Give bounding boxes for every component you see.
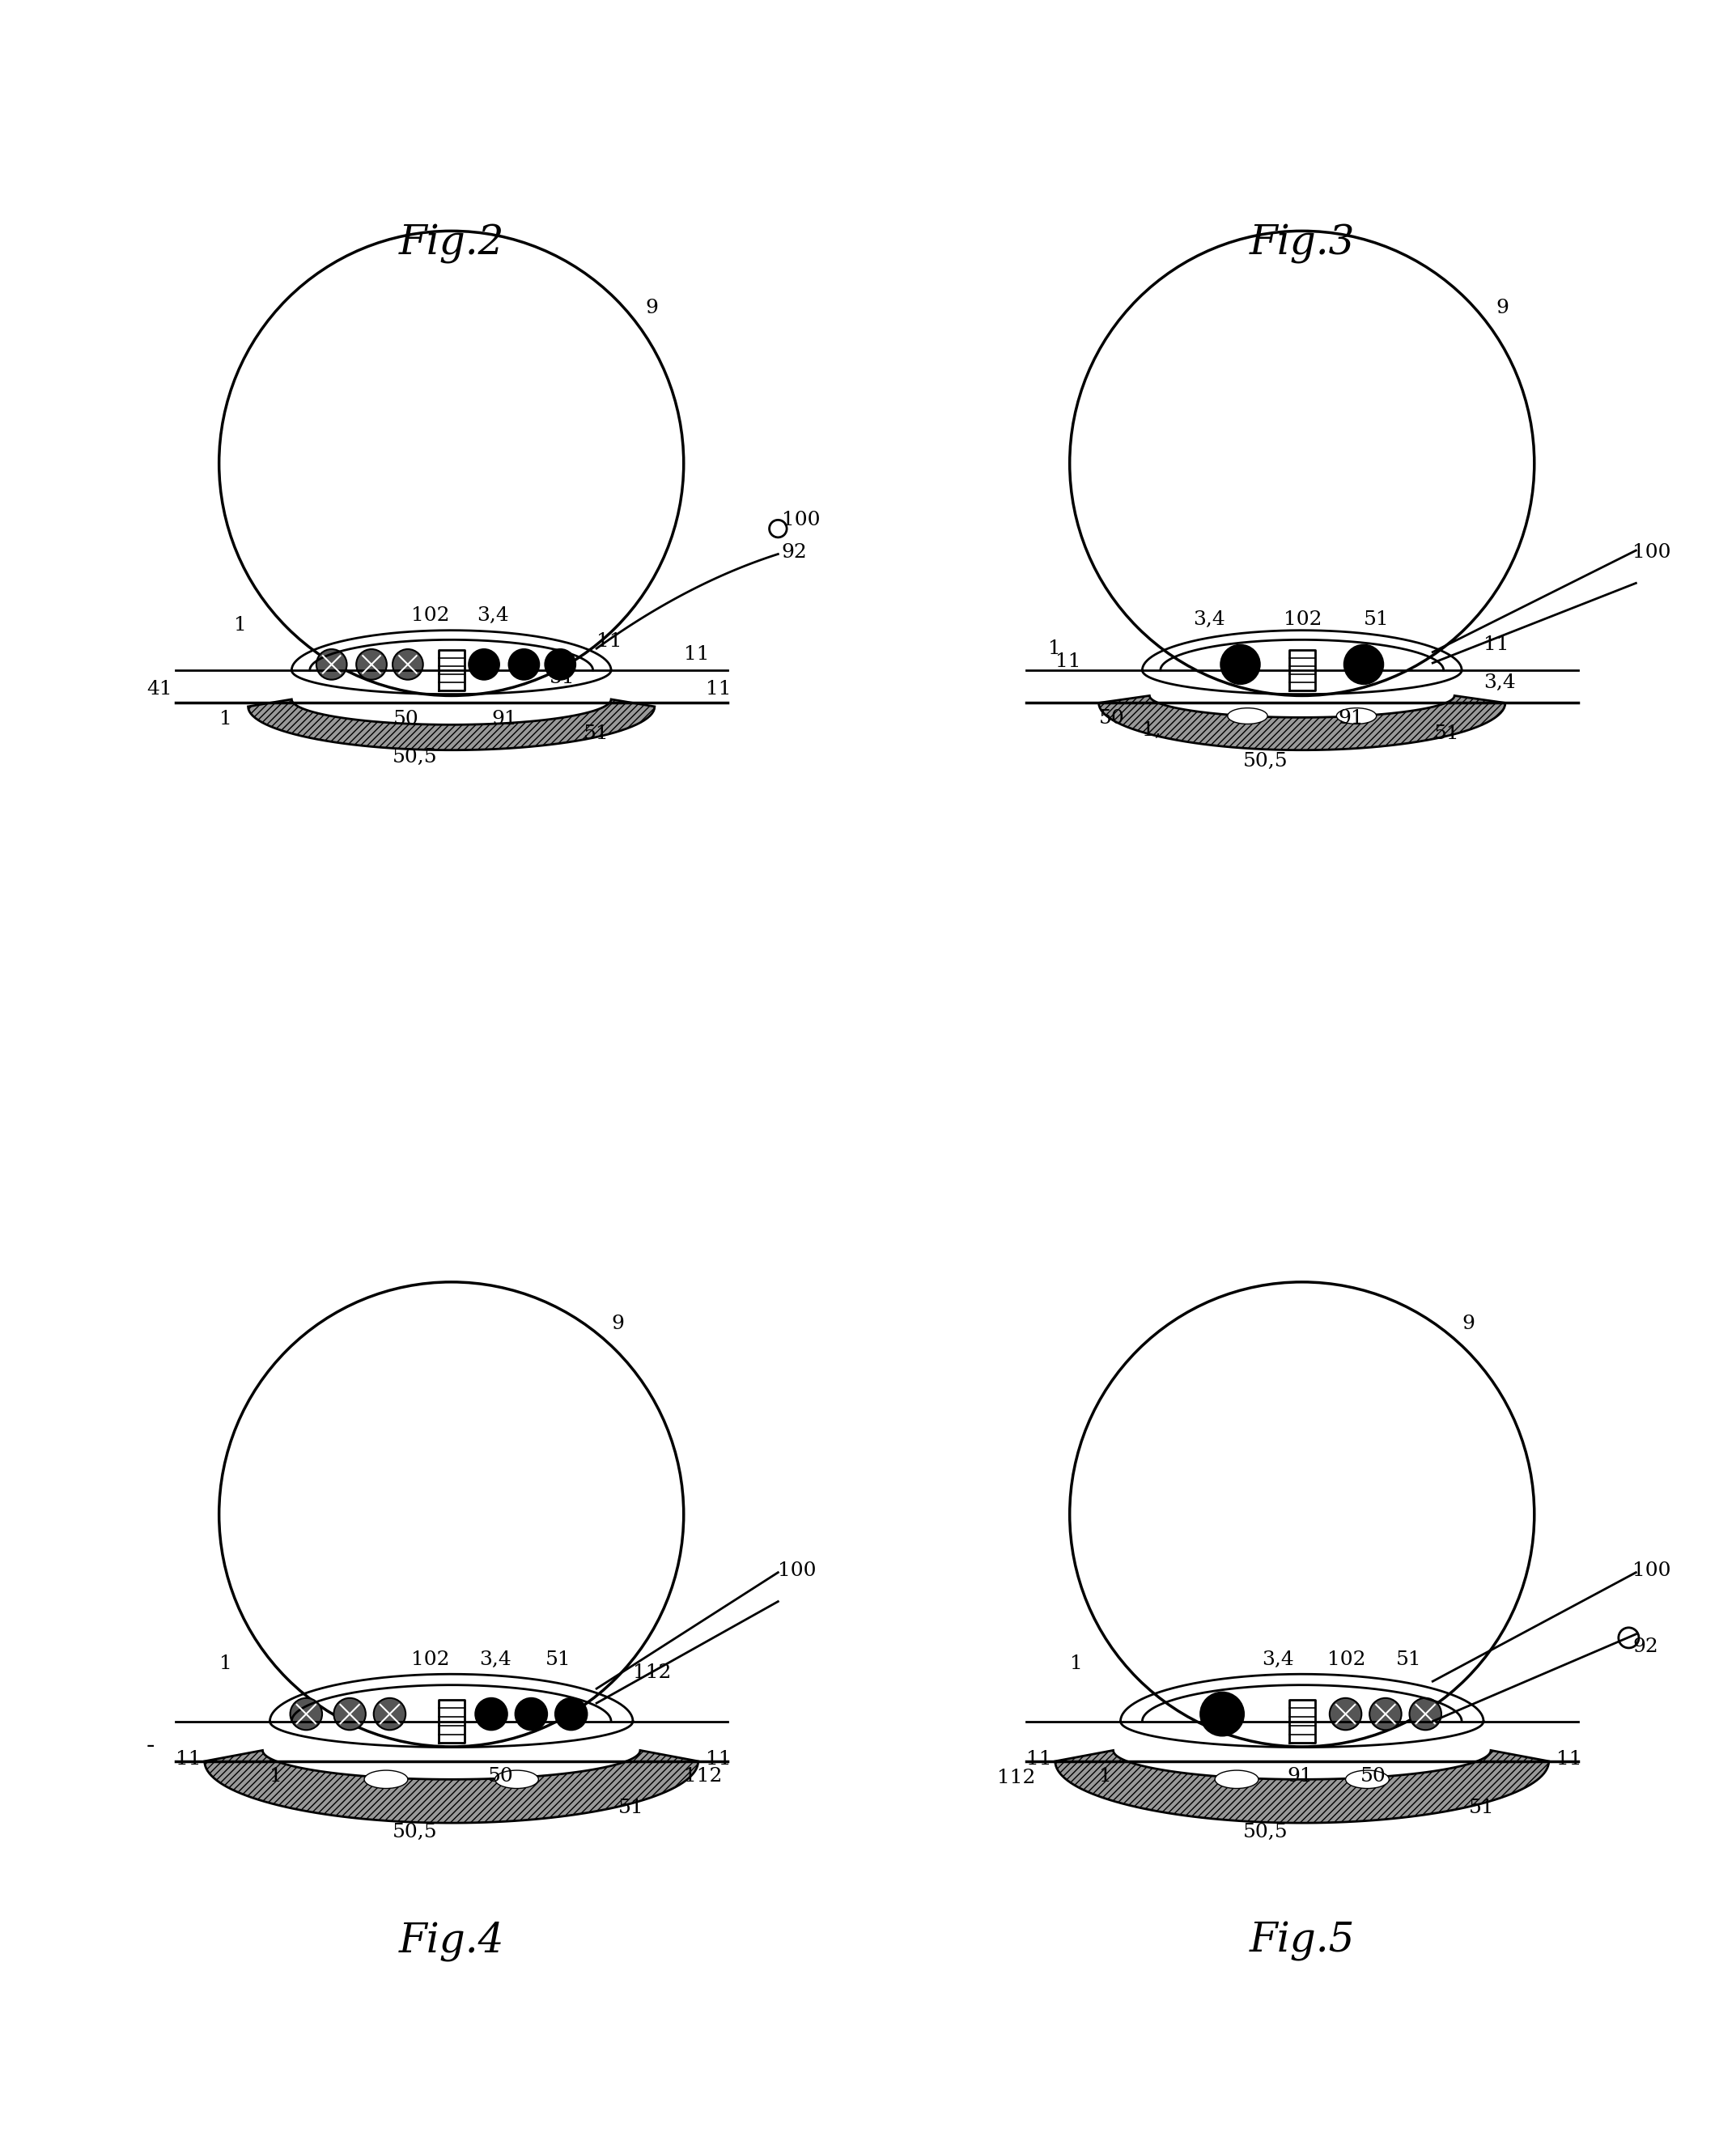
Text: 51: 51 (1364, 611, 1389, 628)
Text: 1,: 1, (1142, 721, 1161, 740)
Text: 100: 100 (1632, 543, 1670, 562)
Text: 91: 91 (1288, 1767, 1312, 1785)
Text: 50: 50 (394, 710, 418, 729)
Text: 50,5: 50,5 (1243, 753, 1288, 770)
Text: 50: 50 (1359, 1767, 1385, 1785)
Text: 1: 1 (1049, 639, 1061, 659)
Circle shape (1330, 1699, 1361, 1731)
Text: 9: 9 (1496, 298, 1509, 317)
Ellipse shape (365, 1770, 408, 1789)
Text: 1: 1 (234, 616, 247, 635)
Text: 9: 9 (611, 1315, 625, 1334)
Text: 50,5: 50,5 (392, 1823, 437, 1843)
Text: Fig.2: Fig.2 (399, 223, 503, 264)
Text: 112: 112 (634, 1662, 672, 1682)
Circle shape (1200, 1692, 1245, 1735)
Text: Fig.3: Fig.3 (1250, 223, 1354, 264)
Text: 51: 51 (549, 669, 575, 686)
Circle shape (290, 1699, 323, 1731)
Text: 1: 1 (269, 1767, 283, 1785)
Text: 11: 11 (597, 633, 621, 652)
Text: 50,5: 50,5 (392, 749, 437, 766)
Text: 41: 41 (146, 680, 172, 699)
Text: 92: 92 (781, 543, 807, 562)
Text: 91: 91 (491, 710, 517, 729)
Text: 9: 9 (1462, 1315, 1476, 1334)
Text: 11: 11 (1555, 1750, 1581, 1770)
Text: 91: 91 (1338, 708, 1364, 727)
Circle shape (356, 650, 387, 680)
Text: 3,4: 3,4 (477, 607, 509, 624)
Circle shape (373, 1699, 406, 1731)
Circle shape (333, 1699, 366, 1731)
Text: Fig.5: Fig.5 (1250, 1922, 1354, 1961)
Text: 11: 11 (175, 1750, 201, 1770)
Ellipse shape (1345, 1770, 1389, 1789)
Polygon shape (248, 699, 654, 751)
Text: Fig.4: Fig.4 (399, 1922, 503, 1961)
Polygon shape (1055, 1750, 1549, 1823)
Text: 100: 100 (1632, 1562, 1670, 1581)
Text: 51: 51 (545, 1650, 571, 1669)
Ellipse shape (495, 1770, 538, 1789)
Circle shape (316, 650, 347, 680)
Circle shape (556, 1699, 587, 1731)
Circle shape (469, 650, 500, 680)
Text: 112: 112 (684, 1767, 722, 1785)
Text: 51: 51 (1434, 725, 1460, 744)
Circle shape (509, 650, 540, 680)
Text: 50: 50 (488, 1767, 514, 1785)
Text: 1: 1 (219, 1654, 233, 1673)
Text: 11: 11 (705, 680, 731, 699)
Text: 51: 51 (618, 1800, 644, 1817)
Text: 1: 1 (219, 710, 233, 729)
Circle shape (545, 650, 576, 680)
Circle shape (1370, 1699, 1401, 1731)
Circle shape (1410, 1699, 1441, 1731)
Text: 50: 50 (1099, 708, 1125, 727)
Text: 3,4: 3,4 (1262, 1650, 1295, 1669)
Text: 11: 11 (1055, 652, 1082, 671)
Text: 11: 11 (684, 646, 710, 663)
Text: 11: 11 (1026, 1750, 1052, 1770)
Polygon shape (205, 1750, 698, 1823)
Text: 100: 100 (781, 511, 819, 530)
Text: 102: 102 (1328, 1650, 1366, 1669)
Text: 112: 112 (996, 1767, 1035, 1787)
Text: 51: 51 (583, 725, 609, 744)
Circle shape (476, 1699, 507, 1731)
Text: 11: 11 (705, 1750, 731, 1770)
Text: 51: 51 (1396, 1650, 1422, 1669)
Text: 50,5: 50,5 (1243, 1823, 1288, 1843)
Text: 1: 1 (1069, 1654, 1083, 1673)
Text: 11: 11 (1484, 635, 1509, 654)
Ellipse shape (1227, 708, 1267, 725)
Circle shape (516, 1699, 547, 1731)
Circle shape (392, 650, 424, 680)
Circle shape (1220, 646, 1260, 684)
Ellipse shape (1337, 708, 1377, 725)
Text: 100: 100 (778, 1562, 816, 1581)
Text: -: - (146, 1733, 155, 1759)
Polygon shape (1099, 695, 1505, 751)
Text: 51: 51 (1469, 1800, 1495, 1817)
Text: 3,4: 3,4 (1193, 611, 1226, 628)
Text: 92: 92 (1632, 1639, 1658, 1656)
Text: 9: 9 (646, 298, 658, 317)
Text: 102: 102 (1285, 611, 1323, 628)
Text: 102: 102 (411, 607, 450, 624)
Ellipse shape (1215, 1770, 1259, 1789)
Text: 3,4: 3,4 (479, 1650, 510, 1669)
Circle shape (1344, 646, 1384, 684)
Text: 3,4: 3,4 (1484, 674, 1516, 693)
Text: 1: 1 (1099, 1767, 1111, 1785)
Text: 102: 102 (411, 1650, 450, 1669)
